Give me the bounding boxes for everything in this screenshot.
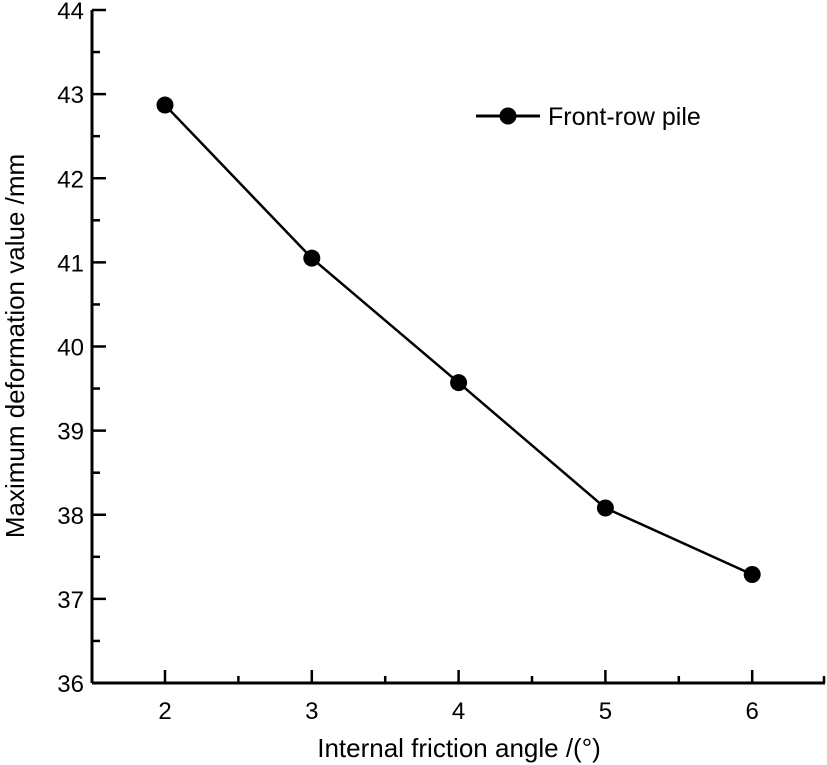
legend-label: Front-row pile bbox=[548, 103, 701, 131]
legend-marker-icon bbox=[499, 107, 517, 125]
series-line bbox=[164, 104, 753, 576]
y-tick-label: 43 bbox=[57, 82, 84, 109]
y-tick-label: 38 bbox=[57, 503, 84, 530]
y-axis: 36 37 38 39 40 41 42 43 44 bbox=[57, 0, 106, 698]
data-point-marker bbox=[450, 374, 468, 392]
x-tick-label: 4 bbox=[452, 698, 465, 725]
data-point-marker bbox=[303, 249, 321, 267]
series-front-row-pile bbox=[156, 96, 761, 583]
y-tick-label: 36 bbox=[57, 671, 84, 698]
y-axis-title: Maximum deformation value /mm bbox=[0, 154, 30, 538]
y-tick-label: 41 bbox=[57, 250, 84, 277]
x-tick-label: 5 bbox=[599, 698, 612, 725]
data-point-marker bbox=[156, 96, 174, 114]
y-tick-label: 44 bbox=[57, 0, 84, 25]
y-tick-label: 40 bbox=[57, 335, 84, 362]
y-tick-label: 39 bbox=[57, 419, 84, 446]
legend: Front-row pile bbox=[476, 103, 701, 131]
x-axis-title: Internal friction angle /(°) bbox=[317, 733, 601, 763]
x-tick-label: 3 bbox=[305, 698, 318, 725]
y-tick-label: 37 bbox=[57, 587, 84, 614]
x-tick-label: 6 bbox=[746, 698, 759, 725]
y-tick-label: 42 bbox=[57, 166, 84, 193]
data-point-marker bbox=[596, 499, 614, 517]
x-axis: 2 3 4 5 6 bbox=[92, 670, 826, 725]
data-point-marker bbox=[743, 565, 761, 583]
x-tick-label: 2 bbox=[158, 698, 171, 725]
